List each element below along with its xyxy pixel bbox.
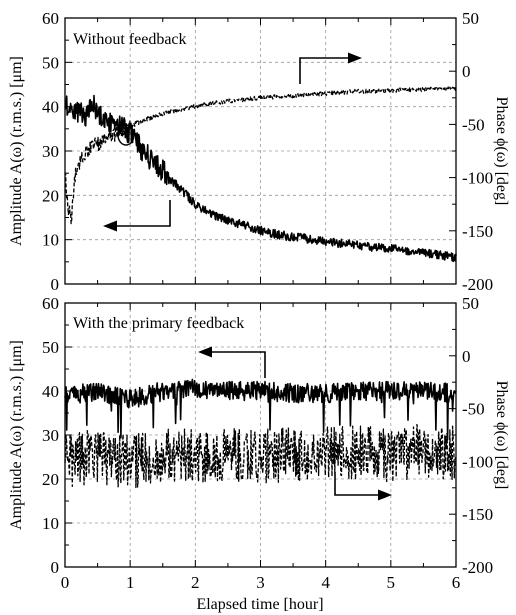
y2-tick-label: 0 <box>462 62 471 81</box>
y2-tick-label: -100 <box>462 452 493 471</box>
y2-tick-label: -200 <box>462 558 493 577</box>
arrow-to-left-axis <box>198 346 266 378</box>
x-tick-label: 0 <box>61 573 70 592</box>
y-axis-title: Amplitude A(ω) (r.m.s.) [μm] <box>8 56 25 246</box>
series-layer <box>64 85 457 263</box>
y2-axis-title: Phase ϕ(ω) [deg] <box>493 381 510 490</box>
y-axis-title: Amplitude A(ω) (r.m.s.) [μm] <box>8 340 25 530</box>
y2-tick-label: -50 <box>462 115 485 134</box>
y2-tick-label: -200 <box>462 275 493 294</box>
panel-title: With the primary feedback <box>73 315 244 332</box>
y-tick-label: 50 <box>42 53 59 72</box>
panel-title: Without feedback <box>73 31 187 48</box>
y2-tick-label: 50 <box>462 294 479 313</box>
arrow-to-left-axis <box>103 200 171 232</box>
x-axis-tick-labels: 0 1 2 3 4 5 6 <box>61 573 461 592</box>
x-tick-label: 4 <box>321 573 330 592</box>
x-tick-label: 5 <box>387 573 396 592</box>
y2-tick-label: 0 <box>462 347 471 366</box>
y2-tick-label: 50 <box>462 9 479 28</box>
phase-series-line <box>64 85 457 225</box>
y-tick-label: 10 <box>42 231 59 250</box>
y2-tick-label: -150 <box>462 222 493 241</box>
x-tick-label: 3 <box>256 573 265 592</box>
series-layer <box>64 378 457 489</box>
circle-marker <box>117 124 135 146</box>
panel-with-primary-feedback: 0 10 20 30 40 50 60 50 0 -50 -100 -150 -… <box>8 294 510 613</box>
x-tick-label: 2 <box>191 573 200 592</box>
y2-tick-label: -150 <box>462 505 493 524</box>
y-tick-label: 40 <box>42 98 59 117</box>
left-axis-tick-labels: 0 10 20 30 40 50 60 <box>42 294 59 577</box>
x-tick-label: 1 <box>126 573 135 592</box>
y-tick-label: 10 <box>42 514 59 533</box>
y2-axis-title: Phase ϕ(ω) [deg] <box>493 97 510 206</box>
amplitude-series-line <box>64 378 457 441</box>
arrow-to-right-axis <box>299 52 362 84</box>
y-tick-label: 60 <box>42 294 59 313</box>
y-tick-label: 50 <box>42 338 59 357</box>
y2-tick-label: -50 <box>462 400 485 419</box>
y-tick-label: 20 <box>42 470 59 489</box>
y-tick-label: 30 <box>42 142 59 161</box>
y-tick-label: 40 <box>42 382 59 401</box>
panel-without-feedback: 0 10 20 30 40 50 60 50 0 -50 -100 -150 -… <box>8 9 510 294</box>
x-tick-label: 6 <box>452 573 461 592</box>
y-tick-label: 20 <box>42 186 59 205</box>
y2-tick-label: -100 <box>462 169 493 188</box>
y-tick-label: 30 <box>42 426 59 445</box>
grid-lines <box>65 18 456 284</box>
phase-series-line <box>64 423 457 489</box>
y-tick-label: 60 <box>42 9 59 28</box>
left-axis-tick-labels: 0 10 20 30 40 50 60 <box>42 9 59 294</box>
right-axis-tick-labels: 50 0 -50 -100 -150 -200 <box>462 294 493 577</box>
arrow-to-right-axis <box>334 472 392 501</box>
y-tick-label: 0 <box>51 558 60 577</box>
right-axis-tick-labels: 50 0 -50 -100 -150 -200 <box>462 9 493 294</box>
x-axis-title: Elapsed time [hour] <box>196 596 323 613</box>
y-tick-label: 0 <box>51 275 60 294</box>
